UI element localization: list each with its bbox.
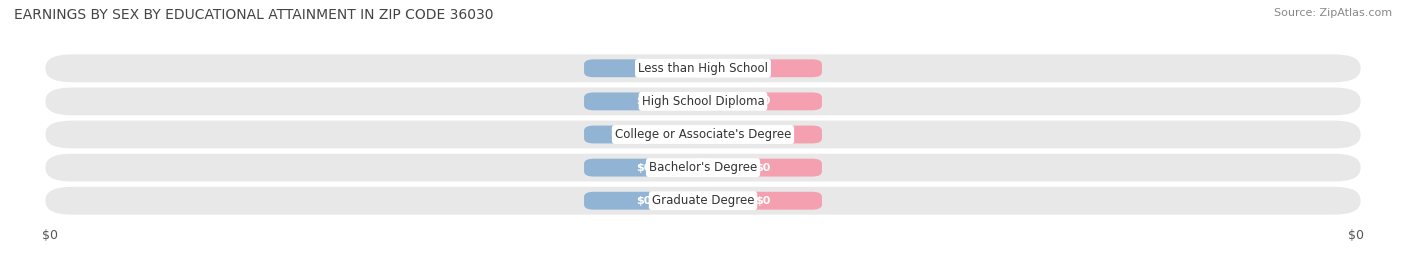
FancyBboxPatch shape xyxy=(703,93,823,110)
FancyBboxPatch shape xyxy=(45,87,1361,115)
FancyBboxPatch shape xyxy=(583,192,703,210)
FancyBboxPatch shape xyxy=(45,121,1361,148)
Text: $0: $0 xyxy=(636,162,651,173)
FancyBboxPatch shape xyxy=(45,54,1361,82)
Text: $0: $0 xyxy=(636,129,651,140)
Text: $0: $0 xyxy=(755,63,770,73)
Text: Bachelor's Degree: Bachelor's Degree xyxy=(650,161,756,174)
FancyBboxPatch shape xyxy=(583,59,703,77)
Text: Source: ZipAtlas.com: Source: ZipAtlas.com xyxy=(1274,8,1392,18)
Text: $0: $0 xyxy=(1348,229,1364,242)
FancyBboxPatch shape xyxy=(45,187,1361,215)
FancyBboxPatch shape xyxy=(45,154,1361,182)
Text: $0: $0 xyxy=(42,229,58,242)
FancyBboxPatch shape xyxy=(703,126,823,143)
Text: $0: $0 xyxy=(636,96,651,107)
FancyBboxPatch shape xyxy=(583,93,703,110)
Text: $0: $0 xyxy=(755,96,770,107)
FancyBboxPatch shape xyxy=(583,159,703,176)
Text: Graduate Degree: Graduate Degree xyxy=(652,194,754,207)
Text: $0: $0 xyxy=(755,162,770,173)
Text: EARNINGS BY SEX BY EDUCATIONAL ATTAINMENT IN ZIP CODE 36030: EARNINGS BY SEX BY EDUCATIONAL ATTAINMEN… xyxy=(14,8,494,22)
FancyBboxPatch shape xyxy=(703,192,823,210)
Text: $0: $0 xyxy=(636,196,651,206)
Text: High School Diploma: High School Diploma xyxy=(641,95,765,108)
FancyBboxPatch shape xyxy=(703,159,823,176)
FancyBboxPatch shape xyxy=(583,126,703,143)
Text: $0: $0 xyxy=(636,63,651,73)
Text: Less than High School: Less than High School xyxy=(638,62,768,75)
Text: College or Associate's Degree: College or Associate's Degree xyxy=(614,128,792,141)
Text: $0: $0 xyxy=(755,196,770,206)
Text: $0: $0 xyxy=(755,129,770,140)
FancyBboxPatch shape xyxy=(703,59,823,77)
